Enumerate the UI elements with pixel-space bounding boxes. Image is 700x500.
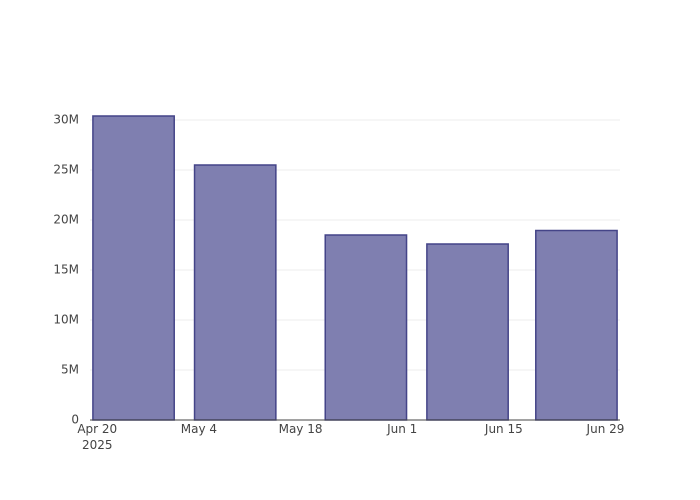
bar bbox=[193, 164, 277, 421]
y-tick-label: 10M bbox=[53, 313, 79, 327]
y-tick-label: 20M bbox=[53, 213, 79, 227]
y-tick-label: 0 bbox=[71, 413, 79, 427]
y-tick-label: 25M bbox=[53, 163, 79, 177]
x-tick-label: Apr 20 2025 bbox=[77, 422, 118, 452]
x-tick-label: Jun 1 bbox=[387, 422, 418, 436]
bar bbox=[92, 115, 175, 421]
y-tick-label: 5M bbox=[61, 363, 79, 377]
x-tick-label: May 18 bbox=[278, 422, 323, 436]
x-tick-label: Jun 15 bbox=[484, 422, 523, 436]
x-tick-label: Jun 29 bbox=[586, 422, 625, 436]
y-tick-label: 30M bbox=[53, 113, 79, 127]
y-tick-label: 15M bbox=[53, 263, 79, 277]
bar bbox=[535, 229, 618, 421]
bar bbox=[324, 234, 408, 421]
bar bbox=[426, 243, 509, 421]
x-tick-label: May 4 bbox=[180, 422, 218, 436]
